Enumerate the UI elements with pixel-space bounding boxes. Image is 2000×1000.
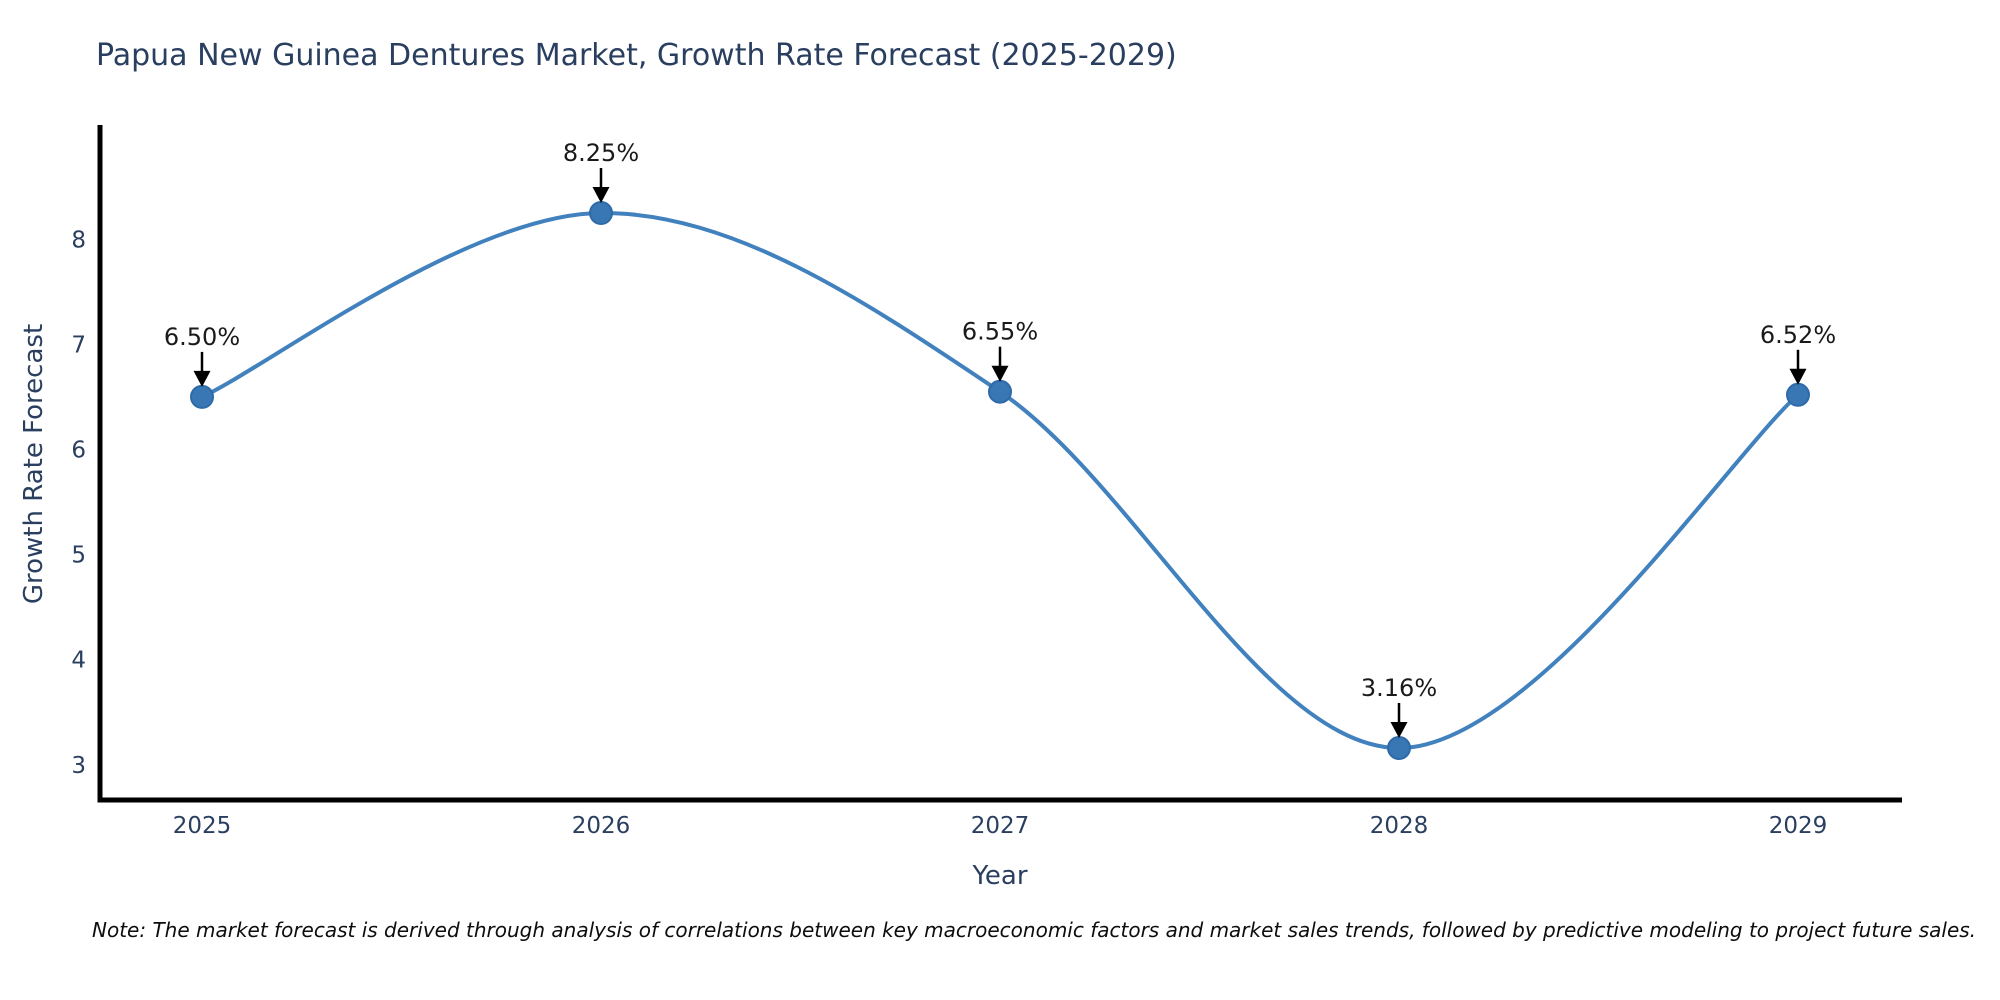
chart-title: Papua New Guinea Dentures Market, Growth…: [96, 38, 1177, 73]
data-point-2027: [988, 379, 1012, 404]
annotation-arrowhead: [193, 370, 211, 387]
point-annotations: 6.50% 8.25% 6.55% 3.16% 6.52%: [164, 139, 1836, 738]
axes: [97, 125, 1902, 803]
series-markers: [190, 201, 1810, 760]
annotation-label: 6.55%: [962, 318, 1038, 346]
annotation-arrowhead: [991, 365, 1009, 382]
y-tick-label: 6: [71, 438, 86, 464]
annotation-arrowhead: [1390, 722, 1408, 738]
data-point-2029: [1786, 382, 1810, 407]
x-tick-label: 2027: [971, 813, 1030, 839]
forecast-curve: [200, 210, 1800, 751]
x-tick-label: 2028: [1370, 813, 1429, 839]
data-point-2026: [589, 201, 613, 225]
annotation-2027: 6.55%: [962, 318, 1038, 382]
data-point-2025: [190, 384, 214, 409]
annotation-arrowhead: [1789, 368, 1807, 385]
y-tick-label: 8: [71, 227, 86, 253]
annotation-label: 8.25%: [563, 139, 639, 167]
x-axis-label: Year: [972, 861, 1028, 891]
x-tick-label: 2029: [1769, 813, 1828, 839]
annotation-2025: 6.50%: [164, 323, 240, 387]
annotation-2028: 3.16%: [1361, 674, 1437, 738]
annotation-arrowhead: [592, 187, 610, 203]
y-tick-label: 7: [71, 332, 86, 358]
y-tick-label: 5: [71, 543, 86, 569]
axis-tick-labels: 3 4 5 6 7 8 2025 2026 2027 2028 2029: [71, 227, 1827, 839]
y-tick-label: 4: [71, 648, 86, 674]
y-tick-label: 3: [71, 753, 86, 779]
annotation-label: 6.52%: [1760, 321, 1836, 349]
footnote: Note: The market forecast is derived thr…: [92, 918, 1977, 942]
annotation-2029: 6.52%: [1760, 321, 1836, 385]
x-tick-label: 2025: [173, 813, 232, 839]
series-line: [200, 210, 1800, 751]
annotation-label: 6.50%: [164, 323, 240, 351]
annotation-2026: 8.25%: [563, 139, 639, 203]
data-point-2028: [1387, 736, 1411, 760]
x-tick-label: 2026: [572, 813, 631, 839]
annotation-label: 3.16%: [1361, 674, 1437, 702]
